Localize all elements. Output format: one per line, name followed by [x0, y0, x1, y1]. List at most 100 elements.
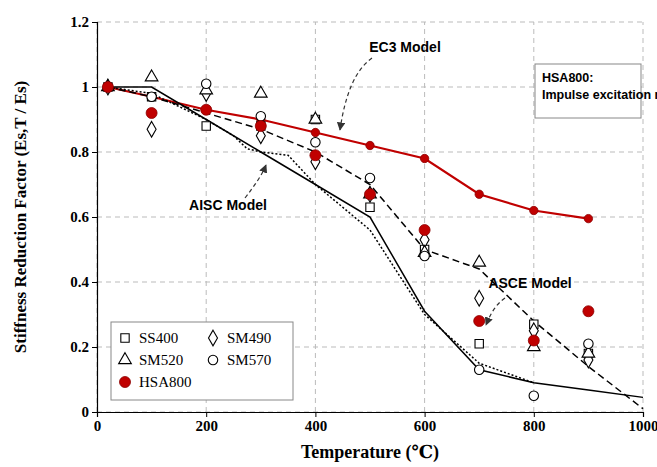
tick-label: 200 — [195, 418, 218, 434]
tick-mark — [92, 412, 97, 413]
tick: 200 — [195, 412, 218, 434]
point — [474, 316, 485, 327]
tick-label: 1 — [82, 79, 90, 95]
tick: 0.8 — [70, 144, 97, 160]
lines — [104, 83, 643, 409]
tick: 800 — [523, 412, 546, 434]
legend-label: HSA800 — [139, 374, 192, 390]
tick-mark — [315, 412, 316, 417]
tick: 1.2 — [70, 14, 97, 30]
annotation-text: EC3 Model — [369, 39, 441, 55]
point — [201, 104, 212, 115]
y-axis-title: Stiffness Reduction Factor (Es,T / Es) — [11, 81, 30, 353]
point — [310, 150, 321, 161]
tick-mark — [92, 22, 97, 23]
line — [108, 87, 588, 219]
tick: 0.6 — [70, 209, 97, 225]
annotation-arrow — [486, 298, 505, 325]
line-point — [475, 190, 483, 198]
point — [254, 86, 267, 97]
tick-mark — [643, 412, 644, 417]
point — [584, 339, 593, 348]
x-axis: 0 200 400 600 800 1000 — [94, 412, 657, 434]
legend-marker — [121, 334, 129, 342]
tick: 0.4 — [70, 274, 97, 290]
line-point — [147, 93, 155, 101]
legend-label: SS400 — [139, 330, 178, 346]
point — [256, 112, 265, 121]
point — [202, 122, 210, 130]
tick-mark — [92, 282, 97, 283]
grid-line — [97, 22, 643, 23]
point — [365, 189, 376, 200]
point — [475, 290, 484, 306]
line-point — [420, 154, 428, 162]
point — [475, 340, 483, 348]
point — [365, 173, 374, 182]
point — [146, 108, 157, 119]
chart: 0 200 400 600 800 1000 0 0.2 0.4 0.6 0.8 1 1.2 Temper… — [0, 0, 657, 467]
point — [147, 93, 155, 101]
point — [147, 92, 156, 101]
tick: 1 — [82, 79, 98, 95]
tick: 1000 — [629, 412, 657, 434]
tick: 400 — [305, 412, 328, 434]
x-axis-title: Temperature (℃) — [301, 442, 439, 463]
point — [201, 79, 210, 88]
line-point — [530, 206, 538, 214]
tick: 0.2 — [70, 339, 97, 355]
tick-label: 1000 — [629, 418, 657, 434]
tick-mark — [92, 347, 97, 348]
point — [145, 70, 158, 81]
point — [419, 225, 430, 236]
tick-mark — [206, 412, 207, 417]
line — [108, 87, 534, 383]
tick-mark — [425, 412, 426, 417]
tick-label: 0.8 — [70, 144, 89, 160]
point — [474, 365, 483, 374]
axis-line — [98, 413, 644, 418]
plot-area — [102, 70, 643, 409]
annotation-text: Impulse excitation method — [542, 88, 657, 102]
annotation-text: ASCE Model — [488, 275, 571, 291]
annotation-arrow — [340, 58, 372, 130]
legend-marker — [119, 353, 132, 364]
tick-mark — [92, 217, 97, 218]
point — [528, 335, 539, 346]
point — [147, 121, 156, 137]
tick-label: 1.2 — [70, 14, 89, 30]
tick-mark — [92, 87, 97, 88]
tick: 0 — [82, 404, 98, 420]
tick-label: 0 — [94, 418, 102, 434]
legend-label: SM520 — [139, 352, 183, 368]
point — [473, 255, 486, 266]
point — [529, 391, 538, 400]
tick-label: 0.2 — [70, 339, 89, 355]
tick-label: 0.4 — [70, 274, 89, 290]
legend-marker — [120, 377, 131, 388]
legend-label: SM490 — [227, 330, 271, 346]
tick-label: 400 — [305, 418, 328, 434]
grid-line — [97, 152, 643, 153]
point — [311, 138, 320, 147]
tick: 0 — [94, 412, 102, 434]
point — [102, 82, 113, 93]
tick-mark — [92, 152, 97, 153]
line-point — [366, 141, 374, 149]
tick: 600 — [414, 412, 437, 434]
legend-box — [111, 322, 293, 400]
annotation-arrow — [245, 165, 266, 198]
tick-mark — [534, 412, 535, 417]
point — [366, 203, 374, 211]
point — [103, 82, 112, 91]
point — [309, 112, 322, 123]
legend: SS400SM490SM520SM570HSA800 — [111, 322, 293, 400]
legend-marker — [209, 330, 218, 346]
tick-label: 0.6 — [70, 209, 89, 225]
line-point — [584, 214, 592, 222]
legend-marker — [208, 355, 217, 364]
point — [420, 251, 429, 260]
annotation-text: HSA800: — [542, 71, 593, 85]
annotation-text: AISC Model — [189, 197, 267, 213]
tick-label: 800 — [523, 418, 546, 434]
